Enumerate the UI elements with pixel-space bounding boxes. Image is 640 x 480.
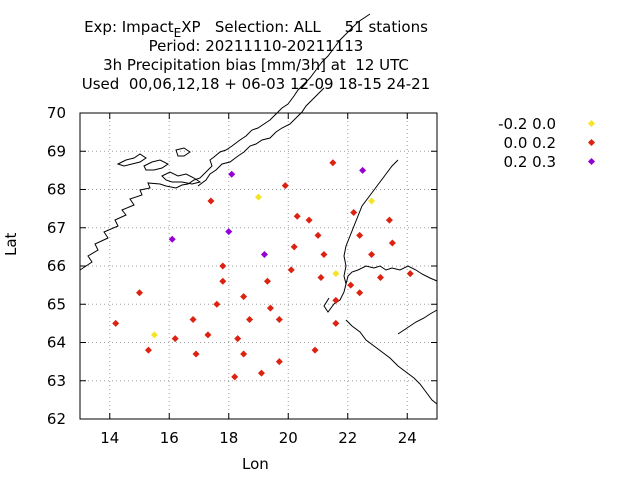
station-point [136, 289, 143, 297]
station-point [332, 296, 340, 304]
station-point [329, 159, 337, 167]
station-point [290, 243, 298, 251]
x-tick-label: 14 [100, 429, 119, 447]
station-point [246, 316, 254, 324]
station-point [112, 319, 120, 327]
station-point [266, 304, 274, 312]
station-point [332, 319, 340, 327]
station-point [263, 277, 271, 285]
station-point [257, 369, 265, 377]
x-tick-label: 22 [338, 429, 357, 447]
station-point [311, 346, 319, 354]
station-point [204, 331, 212, 339]
station-point [219, 262, 227, 270]
station-point [275, 316, 283, 324]
y-tick-label: 70 [47, 104, 66, 122]
y-tick-label: 64 [47, 334, 66, 352]
title-experiment: Exp: ImpactEXP Selection: ALL 51 station… [84, 18, 428, 40]
station-point [350, 208, 358, 216]
station-point [287, 266, 295, 274]
station-point [317, 273, 325, 281]
sweden-finland-border [343, 159, 399, 285]
legend-marker [587, 157, 596, 166]
title-period: Period: 20211110-20211113 [148, 37, 364, 55]
station-point [368, 251, 376, 259]
station-point [320, 251, 328, 259]
y-tick-label: 69 [47, 142, 66, 160]
finland-coastline [323, 265, 438, 313]
station-point [368, 197, 376, 205]
station-point [388, 239, 396, 247]
station-point [192, 350, 200, 358]
station-point [219, 277, 227, 285]
station-point [168, 235, 176, 243]
station-point [189, 316, 197, 324]
legend-marker [587, 138, 596, 147]
station-point [260, 251, 268, 259]
station-point [314, 231, 322, 239]
ostrobothnia-coast [345, 309, 438, 405]
station-point [359, 166, 367, 174]
y-tick-label: 65 [47, 295, 66, 313]
station-point [347, 281, 355, 289]
station-point [356, 289, 364, 297]
title-parameter: 3h Precipitation bias [mm/3h] at 12 UTC [103, 56, 409, 74]
x-tick-label: 16 [160, 429, 179, 447]
data-points [112, 159, 414, 381]
station-point [225, 228, 233, 236]
legend-entry-neg: -0.2 0.0 [470, 115, 630, 133]
station-point [150, 331, 158, 339]
station-point [376, 273, 384, 281]
legend-entry-high: 0.2 0.3 [470, 153, 630, 171]
y-tick-label: 66 [47, 257, 66, 275]
legend-label: 0.2 0.3 [503, 153, 556, 171]
station-point [234, 335, 242, 343]
y-tick-label: 68 [47, 181, 66, 199]
station-point [385, 216, 393, 224]
norway-coastline [79, 13, 371, 271]
title-used: Used 00,06,12,18 + 06-03 12-09 18-15 24-… [81, 75, 431, 93]
x-axis-label: Lon [242, 455, 269, 473]
station-point [255, 193, 262, 201]
station-point [275, 358, 283, 366]
x-tick-label: 24 [398, 429, 417, 447]
axis-ticks [80, 112, 437, 420]
x-tick-label: 20 [279, 429, 298, 447]
y-tick-label: 67 [47, 219, 66, 237]
station-point [293, 212, 301, 220]
station-point [332, 270, 340, 278]
station-point [305, 216, 313, 224]
station-point [406, 270, 414, 278]
legend-entry-low: 0.0 0.2 [470, 134, 630, 152]
x-tick-label: 18 [219, 429, 238, 447]
station-point [213, 300, 221, 308]
station-point [281, 182, 289, 190]
station-point [231, 373, 239, 381]
y-axis-label: Lat [2, 232, 20, 256]
y-tick-label: 63 [47, 372, 66, 390]
station-point [144, 346, 152, 354]
station-point [356, 231, 364, 239]
legend-label: -0.2 0.0 [498, 115, 556, 133]
legend-marker [587, 119, 596, 128]
y-tick-label: 62 [47, 410, 66, 428]
station-point [171, 335, 179, 343]
station-point [207, 197, 215, 205]
legend-label: 0.0 0.2 [503, 134, 556, 152]
axis-tick-labels: 14 16 18 20 22 24 62 63 64 65 66 67 68 69 70 [47, 104, 417, 447]
lofoten-islands [116, 147, 202, 185]
tromso-coast [197, 87, 325, 187]
station-point [228, 170, 236, 178]
station-point [240, 293, 248, 301]
station-point [240, 350, 248, 358]
